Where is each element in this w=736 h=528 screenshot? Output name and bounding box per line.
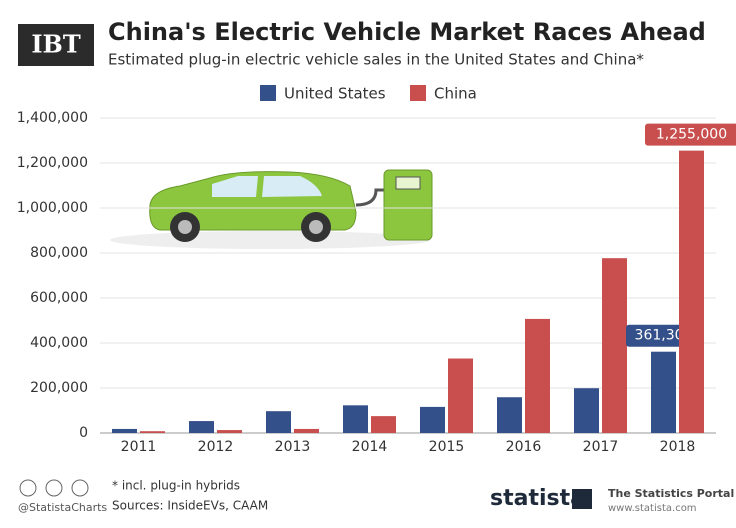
logo-box — [18, 24, 94, 66]
y-tick-label: 800,000 — [30, 245, 88, 261]
cc-icon — [19, 479, 37, 497]
note: * incl. plug-in hybrids — [112, 479, 240, 493]
chart-subtitle: Estimated plug-in electric vehicle sales… — [108, 51, 644, 69]
x-tick-label: 2013 — [275, 439, 311, 455]
x-tick-label: 2014 — [352, 439, 388, 455]
x-tick-label: 2015 — [429, 439, 465, 455]
legend-label: China — [434, 85, 477, 103]
footer: @StatistaCharts * incl. plug-in hybrids … — [18, 479, 734, 515]
car-illustration — [110, 169, 433, 249]
handle: @StatistaCharts — [18, 501, 107, 514]
bar — [217, 430, 242, 433]
bar — [574, 388, 599, 433]
nd-icon — [71, 479, 89, 497]
y-tick-label: 0 — [79, 425, 88, 441]
bar — [294, 428, 319, 433]
legend-swatch — [410, 85, 426, 101]
url: www.statista.com — [608, 503, 697, 514]
sources: Sources: InsideEVs, CAAM — [112, 499, 268, 513]
logo: IBT — [31, 30, 81, 59]
bar — [602, 258, 627, 433]
y-tick-label: 400,000 — [30, 335, 88, 351]
x-tick-label: 2011 — [121, 439, 157, 455]
y-tick-label: 1,200,000 — [17, 155, 88, 171]
chart-title: China's Electric Vehicle Market Races Ah… — [108, 18, 706, 46]
x-tick-label: 2012 — [198, 439, 234, 455]
bar — [189, 421, 214, 433]
portal: The Statistics Portal — [608, 487, 734, 500]
y-tick-label: 600,000 — [30, 290, 88, 306]
legend-label: United States — [284, 85, 386, 103]
value-label: 1,255,000 — [656, 127, 727, 143]
bar — [448, 358, 473, 433]
value-label-box — [645, 123, 736, 146]
by-icon — [45, 479, 63, 497]
bar — [112, 428, 137, 433]
bar — [651, 351, 676, 433]
bar — [371, 416, 396, 433]
bar — [679, 150, 704, 433]
x-tick-label: 2016 — [506, 439, 542, 455]
legend-swatch — [260, 85, 276, 101]
bar — [266, 411, 291, 433]
y-tick-label: 200,000 — [30, 380, 88, 396]
value-label: 361,307 — [635, 328, 693, 344]
y-tick-label: 1,400,000 — [17, 110, 88, 126]
brand-icon — [572, 489, 592, 509]
bar — [343, 405, 368, 433]
x-tick-label: 2017 — [583, 439, 619, 455]
plot-area: 0 200,000 400,000 600,000 800,000 1,000,000 1,… — [17, 85, 736, 455]
bar — [497, 397, 522, 433]
bar — [420, 406, 445, 433]
brand: statista — [490, 486, 585, 511]
bar — [140, 431, 165, 433]
y-tick-label: 1,000,000 — [17, 200, 88, 216]
bar — [525, 318, 550, 433]
x-tick-label: 2018 — [660, 439, 696, 455]
